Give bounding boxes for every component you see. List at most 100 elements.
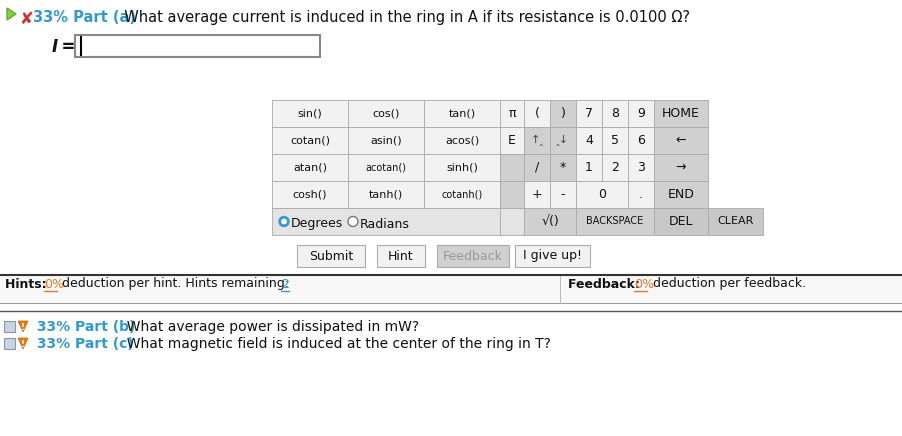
FancyBboxPatch shape <box>437 245 509 267</box>
FancyBboxPatch shape <box>75 35 320 57</box>
FancyBboxPatch shape <box>576 154 602 181</box>
Text: 5: 5 <box>611 134 619 147</box>
FancyBboxPatch shape <box>628 100 654 127</box>
FancyBboxPatch shape <box>272 208 500 235</box>
Polygon shape <box>18 338 28 349</box>
FancyBboxPatch shape <box>500 154 524 181</box>
Text: 33% Part (c): 33% Part (c) <box>32 337 133 351</box>
FancyBboxPatch shape <box>654 127 708 154</box>
Text: *: * <box>560 161 566 174</box>
Text: What magnetic field is induced at the center of the ring in T?: What magnetic field is induced at the ce… <box>118 337 551 351</box>
Text: HOME: HOME <box>662 107 700 120</box>
FancyBboxPatch shape <box>424 154 500 181</box>
Text: (: ( <box>535 107 539 120</box>
Circle shape <box>281 219 287 224</box>
Text: ↑‸: ↑‸ <box>530 135 544 146</box>
Text: acotan(): acotan() <box>365 163 407 173</box>
FancyBboxPatch shape <box>654 208 708 235</box>
FancyBboxPatch shape <box>628 154 654 181</box>
FancyBboxPatch shape <box>424 181 500 208</box>
Text: sinh(): sinh() <box>446 163 478 173</box>
FancyBboxPatch shape <box>515 245 590 267</box>
Text: .: . <box>639 188 643 201</box>
Text: atan(): atan() <box>293 163 327 173</box>
FancyBboxPatch shape <box>272 127 348 154</box>
Text: 4: 4 <box>585 134 593 147</box>
Text: cotan(): cotan() <box>290 136 330 146</box>
Text: BACKSPACE: BACKSPACE <box>586 217 644 226</box>
FancyBboxPatch shape <box>602 100 628 127</box>
Text: What average power is dissipated in mW?: What average power is dissipated in mW? <box>118 320 419 334</box>
Text: →: → <box>676 161 686 174</box>
Text: 3: 3 <box>637 161 645 174</box>
Polygon shape <box>18 321 28 332</box>
Text: tanh(): tanh() <box>369 190 403 200</box>
Text: 0: 0 <box>598 188 606 201</box>
Text: 33% Part (a): 33% Part (a) <box>33 10 136 25</box>
FancyBboxPatch shape <box>272 100 348 127</box>
Text: ←: ← <box>676 134 686 147</box>
FancyBboxPatch shape <box>348 181 424 208</box>
Text: 0%: 0% <box>44 277 64 290</box>
Text: -: - <box>561 188 566 201</box>
FancyBboxPatch shape <box>576 208 654 235</box>
FancyBboxPatch shape <box>500 127 524 154</box>
FancyBboxPatch shape <box>297 245 365 267</box>
FancyBboxPatch shape <box>424 127 500 154</box>
FancyBboxPatch shape <box>500 208 524 235</box>
FancyBboxPatch shape <box>560 275 902 303</box>
FancyBboxPatch shape <box>4 321 15 332</box>
FancyBboxPatch shape <box>348 100 424 127</box>
FancyBboxPatch shape <box>424 100 500 127</box>
FancyBboxPatch shape <box>708 208 763 235</box>
Text: sin(): sin() <box>298 109 322 119</box>
Text: ): ) <box>560 107 566 120</box>
Text: !: ! <box>21 323 25 331</box>
Polygon shape <box>7 8 16 20</box>
FancyBboxPatch shape <box>576 100 602 127</box>
Text: CLEAR: CLEAR <box>717 217 754 226</box>
Text: I =: I = <box>52 38 76 56</box>
Circle shape <box>279 217 289 226</box>
FancyBboxPatch shape <box>654 100 708 127</box>
FancyBboxPatch shape <box>272 154 348 181</box>
FancyBboxPatch shape <box>0 275 560 303</box>
Text: 33% Part (b): 33% Part (b) <box>32 320 135 334</box>
Text: cos(): cos() <box>373 109 400 119</box>
FancyBboxPatch shape <box>654 181 708 208</box>
Text: 2: 2 <box>281 277 289 290</box>
FancyBboxPatch shape <box>628 181 654 208</box>
Text: ✘: ✘ <box>20 10 34 28</box>
Text: Hint: Hint <box>388 249 414 262</box>
FancyBboxPatch shape <box>524 181 550 208</box>
FancyBboxPatch shape <box>500 181 524 208</box>
FancyBboxPatch shape <box>348 127 424 154</box>
Text: Hints:: Hints: <box>5 277 51 290</box>
Text: π: π <box>508 107 516 120</box>
FancyBboxPatch shape <box>524 100 550 127</box>
FancyBboxPatch shape <box>550 100 576 127</box>
Text: /: / <box>535 161 539 174</box>
Text: ‸↓: ‸↓ <box>557 135 569 146</box>
FancyBboxPatch shape <box>524 127 550 154</box>
Circle shape <box>348 217 358 226</box>
FancyBboxPatch shape <box>500 100 524 127</box>
Text: 8: 8 <box>611 107 619 120</box>
FancyBboxPatch shape <box>602 154 628 181</box>
Text: cosh(): cosh() <box>293 190 327 200</box>
Text: +: + <box>531 188 542 201</box>
FancyBboxPatch shape <box>524 154 550 181</box>
Text: Feedback:: Feedback: <box>568 277 644 290</box>
Text: asin(): asin() <box>370 136 401 146</box>
Text: END: END <box>667 188 695 201</box>
FancyBboxPatch shape <box>550 154 576 181</box>
Text: acos(): acos() <box>445 136 479 146</box>
Text: Submit: Submit <box>308 249 353 262</box>
FancyBboxPatch shape <box>576 127 602 154</box>
Text: 6: 6 <box>637 134 645 147</box>
Text: deduction per hint. Hints remaining:: deduction per hint. Hints remaining: <box>58 277 293 290</box>
Text: 7: 7 <box>585 107 593 120</box>
Text: E: E <box>508 134 516 147</box>
Text: 2: 2 <box>611 161 619 174</box>
Text: !: ! <box>21 340 25 348</box>
